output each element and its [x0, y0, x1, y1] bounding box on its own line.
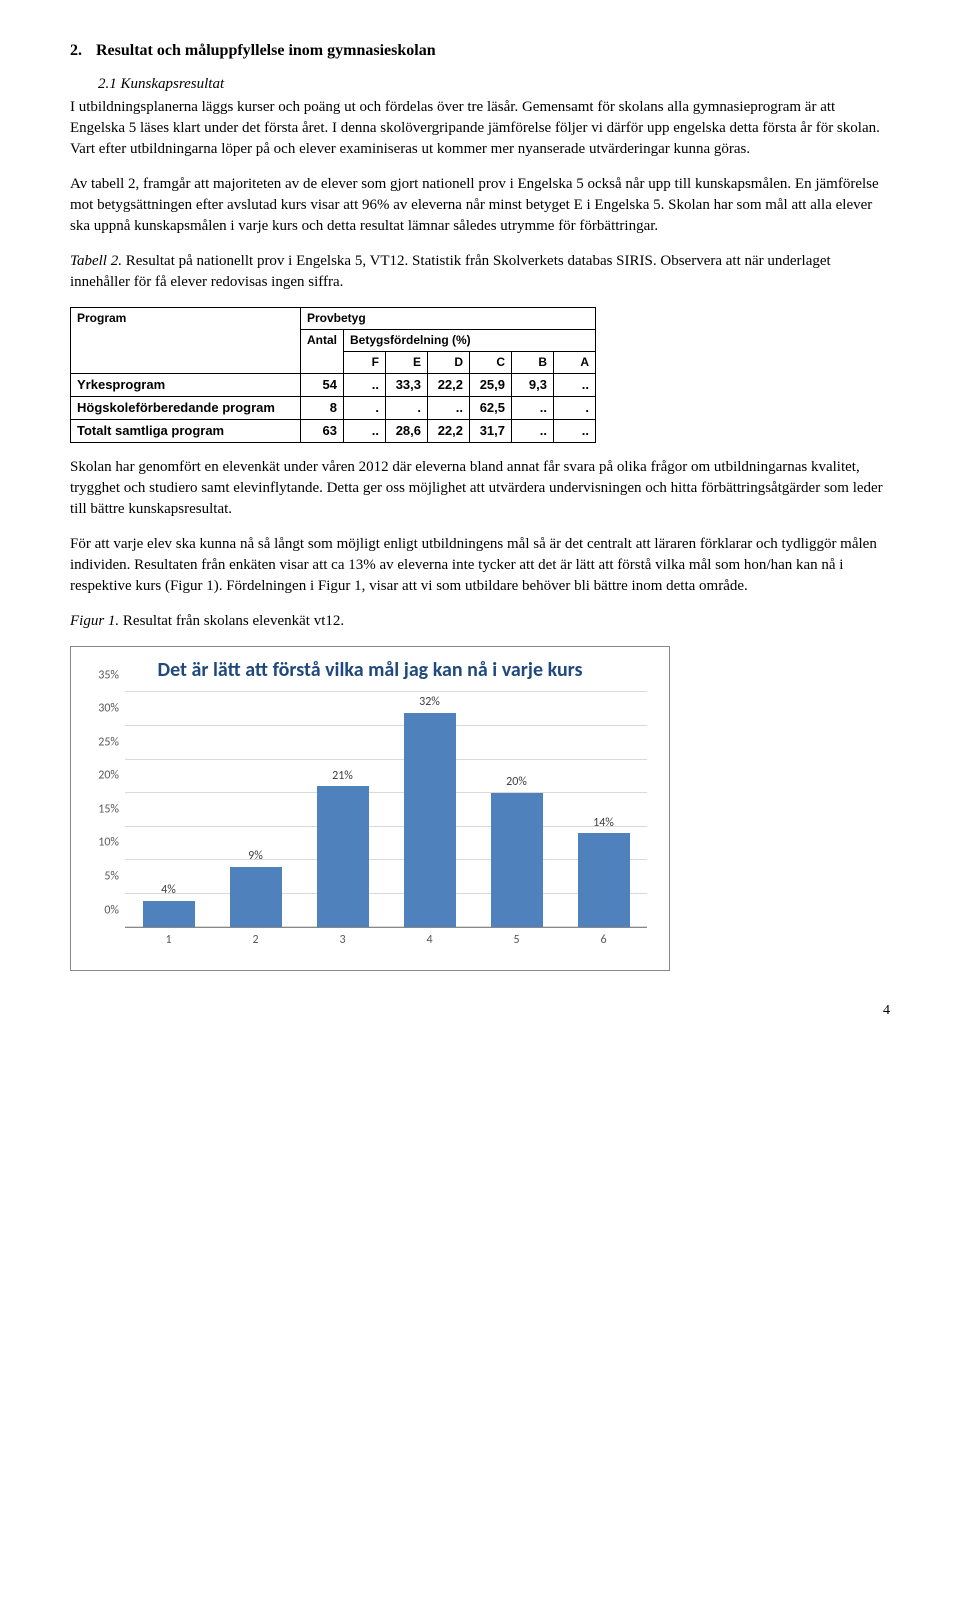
y-axis-label: 20% [85, 768, 119, 785]
chart-area: 0%5%10%15%20%25%30%35%4%9%21%32%20%14% 1… [125, 692, 647, 952]
bar [143, 901, 195, 928]
results-table: Program Provbetyg Antal Betygsfördelning… [70, 307, 596, 443]
x-axis-label: 4 [386, 928, 473, 952]
figure-caption-text: Resultat från skolans elevenkät vt12. [119, 613, 344, 629]
col-program: Program [71, 308, 301, 373]
bar [578, 833, 630, 927]
bar [404, 713, 456, 928]
grade-f: F [344, 351, 386, 373]
table-row: Högskoleförberedande program8....62,5... [71, 396, 596, 419]
bar-value-label: 21% [332, 768, 353, 785]
col-fordelning: Betygsfördelning (%) [344, 330, 596, 352]
bar-value-label: 20% [506, 774, 527, 791]
bar-wrap: 20% [473, 692, 560, 927]
cell-antal: 8 [301, 396, 344, 419]
bar-wrap: 14% [560, 692, 647, 927]
cell-value: . [344, 396, 386, 419]
subsection-heading: 2.1 Kunskapsresultat [98, 74, 890, 95]
bar-wrap: 9% [212, 692, 299, 927]
cell-value: . [554, 396, 596, 419]
y-axis-label: 25% [85, 734, 119, 751]
paragraph-1: I utbildningsplanerna läggs kurser och p… [70, 97, 890, 160]
bar-wrap: 21% [299, 692, 386, 927]
section-title: Resultat och måluppfyllelse inom gymnasi… [96, 42, 436, 59]
bar-value-label: 14% [593, 815, 614, 832]
grade-b: B [512, 351, 554, 373]
bar-chart: Det är lätt att förstå vilka mål jag kan… [70, 646, 670, 971]
paragraph-2: Av tabell 2, framgår att majoriteten av … [70, 174, 890, 237]
cell-value: .. [512, 420, 554, 443]
figure-caption-lead: Figur 1. [70, 613, 119, 629]
cell-program: Högskoleförberedande program [71, 396, 301, 419]
grade-c: C [470, 351, 512, 373]
x-axis-label: 3 [299, 928, 386, 952]
page-number: 4 [70, 1001, 890, 1021]
grade-e: E [386, 351, 428, 373]
table-header-row-1: Program Provbetyg [71, 308, 596, 330]
y-axis-label: 5% [85, 869, 119, 886]
bar-value-label: 4% [161, 882, 176, 899]
x-axis-label: 6 [560, 928, 647, 952]
table-caption: Tabell 2. Resultat på nationellt prov i … [70, 251, 890, 293]
section-heading: 2. Resultat och måluppfyllelse inom gymna… [70, 40, 890, 62]
bar-wrap: 32% [386, 692, 473, 927]
y-axis-label: 35% [85, 667, 119, 684]
cell-value: .. [512, 396, 554, 419]
cell-value: 22,2 [428, 420, 470, 443]
table-row: Yrkesprogram54..33,322,225,99,3.. [71, 373, 596, 396]
bar-wrap: 4% [125, 692, 212, 927]
cell-value: . [386, 396, 428, 419]
col-antal: Antal [301, 330, 344, 374]
y-axis-label: 10% [85, 835, 119, 852]
paragraph-3: Skolan har genomfört en elevenkät under … [70, 457, 890, 520]
y-axis-label: 30% [85, 701, 119, 718]
figure-caption: Figur 1. Resultat från skolans elevenkät… [70, 611, 890, 632]
cell-value: 28,6 [386, 420, 428, 443]
table-caption-lead: Tabell 2. [70, 253, 122, 269]
table-caption-text: Resultat på nationellt prov i Engelska 5… [70, 253, 831, 290]
chart-title: Det är lätt att förstå vilka mål jag kan… [83, 659, 657, 682]
bar [317, 786, 369, 927]
cell-value: 22,2 [428, 373, 470, 396]
paragraph-4: För att varje elev ska kunna nå så långt… [70, 534, 890, 597]
col-provbetyg: Provbetyg [301, 308, 596, 330]
bar-value-label: 9% [248, 848, 263, 865]
cell-value: 9,3 [512, 373, 554, 396]
cell-antal: 63 [301, 420, 344, 443]
cell-value: 31,7 [470, 420, 512, 443]
y-axis-label: 0% [85, 902, 119, 919]
cell-value: .. [344, 420, 386, 443]
y-axis-label: 15% [85, 801, 119, 818]
x-axis-label: 2 [212, 928, 299, 952]
cell-value: .. [344, 373, 386, 396]
bar [491, 793, 543, 927]
table-row: Totalt samtliga program63..28,622,231,7.… [71, 420, 596, 443]
x-axis-label: 5 [473, 928, 560, 952]
bar [230, 867, 282, 927]
cell-value: 25,9 [470, 373, 512, 396]
cell-value: .. [554, 373, 596, 396]
section-number: 2. [70, 42, 82, 59]
cell-value: .. [554, 420, 596, 443]
cell-value: .. [428, 396, 470, 419]
x-axis-label: 1 [125, 928, 212, 952]
bars-container: 4% 9% 21% 32% 20% 14% [125, 692, 647, 927]
grade-d: D [428, 351, 470, 373]
cell-value: 62,5 [470, 396, 512, 419]
cell-program: Yrkesprogram [71, 373, 301, 396]
cell-antal: 54 [301, 373, 344, 396]
cell-program: Totalt samtliga program [71, 420, 301, 443]
bar-value-label: 32% [419, 694, 440, 711]
cell-value: 33,3 [386, 373, 428, 396]
grade-a: A [554, 351, 596, 373]
